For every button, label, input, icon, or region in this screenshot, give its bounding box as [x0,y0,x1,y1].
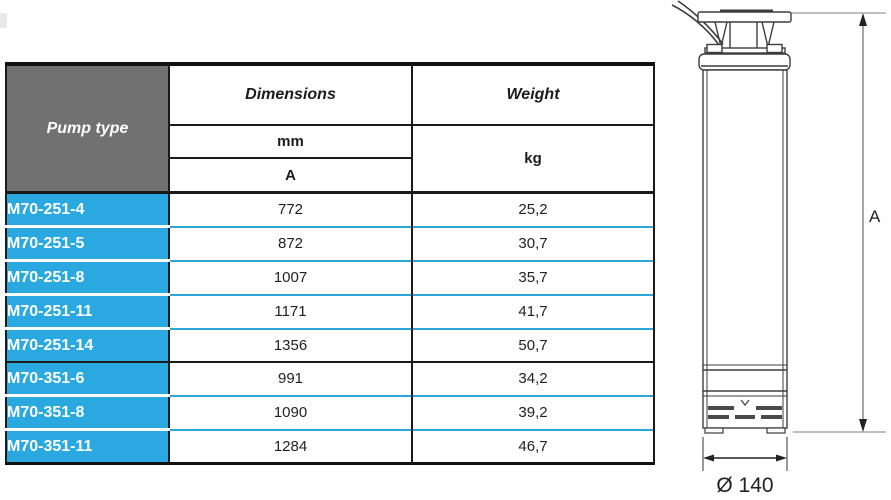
weight-cell: 34,2 [412,361,655,396]
dimension-a-cell: 1090 [169,394,413,430]
table-row: M70-351-6 991 34,2 [5,361,655,396]
pump-type-cell: M70-251-14 [5,327,170,362]
dimension-a-label: A [869,207,881,226]
dimension-a-cell: 872 [169,225,413,261]
table-row: M70-251-11 1171 41,7 [5,293,655,329]
kg-subheader: kg [411,124,655,194]
weight-cell: 41,7 [412,293,655,329]
diameter-label: Ø 140 [716,474,773,497]
table-row: M70-251-14 1356 50,7 [5,327,655,362]
scan-artifact [0,13,7,28]
weight-cell: 50,7 [412,327,655,362]
table-row: M70-251-5 872 30,7 [5,225,655,261]
weight-cell: 30,7 [412,225,655,261]
table-row: M70-251-8 1007 35,7 [5,259,655,295]
dimension-a-cell: 772 [169,191,413,227]
weight-header: Weight [411,63,655,126]
pump-type-cell: M70-251-8 [5,259,170,295]
weight-cell: 39,2 [412,394,655,430]
table-row: M70-351-11 1284 46,7 [5,428,655,464]
dimension-a-cell: 1356 [169,327,413,362]
pump-type-cell: M70-251-4 [5,191,170,227]
table-row: M70-251-4 772 25,2 [5,191,655,227]
weight-cell: 46,7 [412,428,655,464]
diameter-dimension-line: Ø 140 [702,437,788,497]
dimension-a-cell: 1171 [169,293,413,329]
pump-type-cell: M70-351-11 [5,428,170,464]
discharge-head [697,9,792,54]
dimension-a-line: A [791,12,886,433]
a-subheader: A [168,157,413,194]
suction-strainer [704,399,786,434]
mm-subheader: mm [168,124,413,159]
pump-type-cell: M70-251-11 [5,293,170,329]
table-row: M70-351-8 1090 39,2 [5,394,655,430]
pump-type-header: Pump type [5,63,170,194]
spec-table: Pump type Dimensions Weight mm kg A M70-… [5,62,655,465]
pump-type-cell: M70-351-8 [5,394,170,430]
dimensions-header: Dimensions [168,63,413,126]
motor-body [698,53,791,429]
pump-type-cell: M70-251-5 [5,225,170,261]
dimension-a-cell: 1284 [169,428,413,464]
weight-cell: 35,7 [412,259,655,295]
weight-cell: 25,2 [412,191,655,227]
dimension-a-cell: 1007 [169,259,413,295]
pump-type-cell: M70-351-6 [5,361,170,396]
dimension-a-cell: 991 [169,361,413,396]
pump-drawing: A [671,0,886,497]
